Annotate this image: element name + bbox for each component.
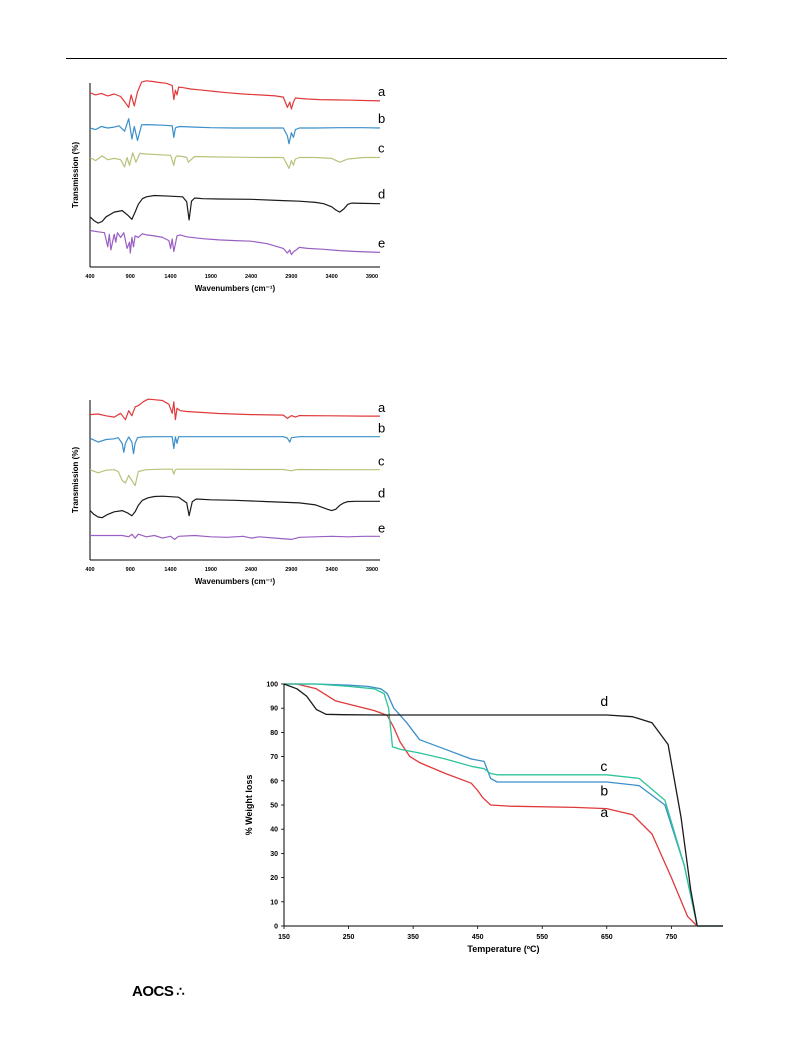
series-label-d: d [378,187,385,202]
x-tick-label: 3400 [326,274,338,280]
series-label-e: e [378,235,385,250]
x-tick-label: 2900 [285,567,297,573]
series-line-a [89,398,380,421]
x-tick-label: 150 [278,934,290,941]
x-tick-label: 350 [407,934,419,941]
x-tick-label: 2400 [245,567,257,573]
x-tick-label: 1900 [205,274,217,280]
logo-text: AOCS [132,983,174,1000]
x-tick-label: 3900 [366,274,378,280]
series-label-e: e [378,520,385,535]
series-label-c: c [600,758,607,774]
series-line-d [89,194,381,224]
series-line-a [284,683,723,927]
tga-chart: 0 10 20 30 40 50 60 70 80 90 100 150 250 350 450 550 650… [240,670,740,960]
y-tick-label: 80 [270,730,278,737]
x-tick-label: 450 [472,934,484,941]
series-label-b: b [378,421,385,436]
y-tick-label: 20 [270,875,278,882]
series-label-b: b [600,782,608,798]
y-tick-label: 100 [266,682,278,689]
y-axis-title: % Weight loss [244,775,254,836]
x-tick-label: 250 [343,934,355,941]
series-line-a [89,80,381,110]
ftir-chart-1: 400 900 1400 1900 2400 2900 3400 3900 Wavenumber… [66,78,396,303]
x-tick-label: 1900 [205,567,217,573]
ftir-chart-1-svg: 400 900 1400 1900 2400 2900 3400 3900 Wavenumber… [71,80,386,293]
series-line-c [89,468,380,487]
series-label-a: a [600,804,608,820]
series-line-d [283,683,723,927]
ftir-chart-2-svg: 400 900 1400 1900 2400 2900 3400 3900 Wavenumber… [71,398,386,586]
tga-chart-svg: 0 10 20 30 40 50 60 70 80 90 100 150 250 350 450 550 650… [244,682,723,954]
series-label-d: d [378,485,385,500]
series-line-b [89,436,380,455]
series-label-c: c [378,454,385,469]
y-tick-label: 90 [270,706,278,713]
series-line-d [89,495,380,519]
y-tick-label: 70 [270,754,278,761]
series-line-e [90,533,380,540]
y-tick-label: 50 [270,803,278,810]
y-axis-title: Transmission (%) [71,142,80,209]
series-line-c [284,683,723,927]
y-tick-label: 10 [270,899,278,906]
x-axis-title: Wavenumbers (cm⁻¹) [195,577,276,586]
x-tick-label: 550 [536,934,548,941]
y-axis-title: Transmission (%) [71,447,80,514]
x-tick-label: 650 [601,934,613,941]
x-axis-title: Temperature (ºC) [467,944,539,954]
aocs-logo: AOCS ∴ [132,983,185,1000]
series-line-e [89,229,381,256]
series-label-c: c [378,140,385,155]
logo-mark-icon: ∴ [176,984,185,999]
x-tick-label: 2400 [245,274,257,280]
series-line-b [89,118,381,145]
x-tick-label: 400 [85,567,94,573]
y-tick-label: 30 [270,851,278,858]
x-tick-label: 2900 [285,274,297,280]
x-axis-title: Wavenumbers (cm⁻¹) [195,284,276,293]
x-tick-label: 750 [666,934,678,941]
series-label-b: b [378,111,385,126]
x-tick-label: 1400 [164,274,176,280]
y-tick-label: 0 [274,924,278,931]
x-tick-label: 400 [85,274,94,280]
header-rule [66,58,727,59]
series-line-c [89,152,380,169]
x-tick-label: 900 [126,567,135,573]
series-line-b [284,683,723,927]
series-label-d: d [600,693,608,709]
series-label-a: a [378,84,386,99]
x-tick-label: 3400 [326,567,338,573]
x-tick-label: 3900 [366,567,378,573]
y-tick-label: 40 [270,827,278,834]
x-tick-label: 900 [126,274,135,280]
x-tick-label: 1400 [164,567,176,573]
series-label-a: a [378,400,386,415]
y-tick-label: 60 [270,778,278,785]
ftir-chart-2: 400 900 1400 1900 2400 2900 3400 3900 Wavenumber… [66,395,396,595]
